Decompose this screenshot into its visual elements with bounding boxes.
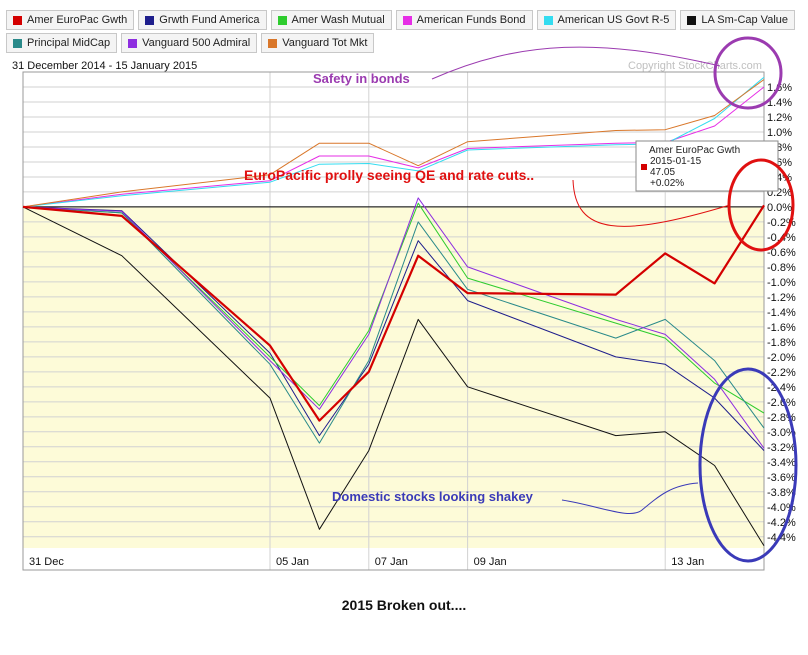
legend-label: Amer EuroPac Gwth [27,14,128,26]
x-tick-label: 31 Dec [29,556,64,568]
y-tick-label: -3.2% [767,442,796,454]
legend-swatch [128,38,138,48]
y-tick-label: 1.0% [767,127,792,139]
y-tick-label: -1.0% [767,277,796,289]
legend-label: American Funds Bond [416,14,526,26]
y-tick-label: -4.2% [767,517,796,529]
legend-swatch [145,15,155,25]
y-tick-label: -0.8% [767,262,796,274]
legend-label: Vanguard 500 Admiral [142,37,251,49]
annotation-safety-in-bonds: Safety in bonds [313,71,410,86]
y-tick-label: -2.4% [767,382,796,394]
y-tick-label: -2.2% [767,367,796,379]
chart-legend: Amer EuroPac Gwth Grwth Fund America Amer … [6,10,796,53]
y-tick-label: 1.2% [767,112,792,124]
x-tick-label: 13 Jan [671,556,704,568]
annotation-arrow-bonds [431,46,721,80]
x-tick-label: 05 Jan [276,556,309,568]
y-tick-label: -1.6% [767,322,796,334]
x-tick-label: 07 Jan [375,556,408,568]
legend-swatch [268,38,278,48]
annotation-ellipse-bonds [713,36,783,110]
legend-item-vanguard-500-admiral[interactable]: Vanguard 500 Admiral [121,33,258,53]
y-tick-label: -1.8% [767,337,796,349]
copyright-label: Copyright StockCharts.com [628,60,762,72]
y-tick-label: -3.6% [767,472,796,484]
series-line-american-us-govt-r-5 [22,76,765,208]
legend-swatch [402,15,412,25]
series-line-la-sm-cap-value [22,206,765,547]
tooltip-line: 47.05 [650,167,675,178]
series-line-amer-europac-gwth [22,204,765,422]
legend-label: Principal MidCap [27,37,111,49]
legend-swatch [13,15,22,25]
y-tick-label: -3.0% [767,427,796,439]
legend-item-la-sm-cap-value[interactable]: LA Sm-Cap Value [680,10,795,30]
annotation-arrow-domestic [561,482,699,514]
tooltip-swatch [641,164,647,170]
series-line-principal-midcap [22,206,765,444]
series-line-american-funds-bond [22,86,765,208]
y-tick-label: 1.4% [767,97,792,109]
tooltip-line: +0.02% [650,178,684,189]
legend-label: Vanguard Tot Mkt [282,37,368,49]
caption: 2015 Broken out.... [341,597,467,613]
y-tick-label: -2.6% [767,397,796,409]
legend-item-principal-midcap[interactable]: Principal MidCap [6,33,118,53]
legend-label: Amer Wash Mutual [291,14,385,26]
tooltip-box [635,140,779,192]
series-line-grwth-fund-america [22,206,765,451]
legend-item-american-us-govt-r-5[interactable]: American US Govt R-5 [536,10,677,30]
legend-item-amer-europac-gwth[interactable]: Amer EuroPac Gwth [6,10,135,30]
series-line-vanguard-tot-mkt [22,79,765,208]
line-chart: 1.6%1.4%1.2%1.0%0.8%0.6%0.4%0.2%0.0%-0.2… [22,36,798,571]
legend-swatch [543,15,553,25]
legend-label: LA Sm-Cap Value [701,14,788,26]
negative-region [23,206,764,548]
legend-item-vanguard-tot-mkt[interactable]: Vanguard Tot Mkt [261,33,375,53]
legend-swatch [687,15,697,25]
y-tick-label: -2.0% [767,352,796,364]
series-line-vanguard-500-admiral [22,197,765,449]
legend-swatch [277,15,287,25]
legend-item-american-funds-bond[interactable]: American Funds Bond [395,10,533,30]
y-tick-label: 0.0% [767,202,792,214]
legend-item-amer-wash-mutual[interactable]: Amer Wash Mutual [270,10,392,30]
date-range-label: 31 December 2014 - 15 January 2015 [12,60,198,72]
x-tick-label: 09 Jan [474,556,507,568]
y-tick-label: -3.8% [767,487,796,499]
annotation-arrow-europac [572,179,731,227]
y-tick-label: -1.4% [767,307,796,319]
y-tick-label: 1.6% [767,82,792,94]
legend-item-grwth-fund-america[interactable]: Grwth Fund America [138,10,267,30]
y-tick-label: -4.0% [767,502,796,514]
annotation-ellipse-europac [727,158,795,252]
legend-label: American US Govt R-5 [557,14,670,26]
legend-label: Grwth Fund America [159,14,260,26]
annotation-domestic-stocks: Domestic stocks looking shakey [332,489,534,504]
tooltip-line: Amer EuroPac Gwth [649,145,740,156]
annotation-europacific: EuroPacific prolly seeing QE and rate cu… [244,167,534,183]
legend-swatch [13,38,22,48]
y-tick-label: -0.6% [767,247,796,259]
tooltip-line: 2015-01-15 [650,156,702,167]
series-line-amer-wash-mutual [22,202,765,414]
annotation-ellipse-domestic [698,367,798,563]
y-tick-label: -1.2% [767,292,796,304]
y-tick-label: -3.4% [767,457,796,469]
y-tick-label: -4.4% [767,532,796,544]
